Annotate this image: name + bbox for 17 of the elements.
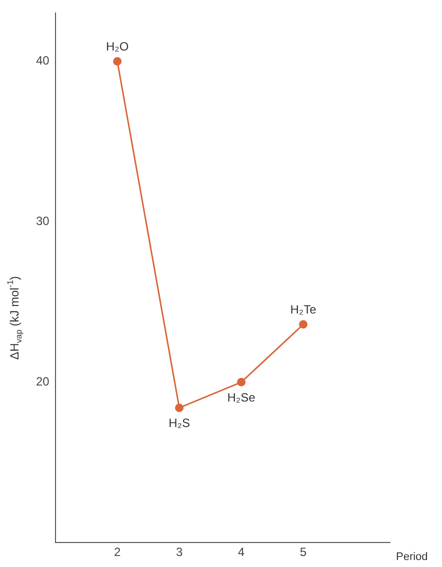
- annotation: H₂O: [106, 40, 129, 54]
- x-tick-label: 4: [238, 545, 245, 560]
- y-tick-label: 20: [36, 374, 50, 388]
- point: [113, 57, 122, 66]
- x-axis-title: Period: [396, 551, 428, 564]
- x-tick-label: 5: [300, 545, 307, 560]
- y-tick-label: 30: [36, 214, 50, 228]
- y-tick-label: 40: [36, 54, 50, 68]
- point: [237, 378, 246, 386]
- annotation: H₂S: [168, 416, 190, 430]
- point: [175, 404, 184, 412]
- y-axis-title: ΔHvap (kJ mol-1): [4, 276, 24, 360]
- x-tick-label: 2: [114, 545, 121, 560]
- x-tick-label: 3: [176, 545, 183, 560]
- annotation: H₂Te: [290, 302, 317, 317]
- annotation: H₂Se: [227, 390, 256, 404]
- point: [298, 320, 308, 329]
